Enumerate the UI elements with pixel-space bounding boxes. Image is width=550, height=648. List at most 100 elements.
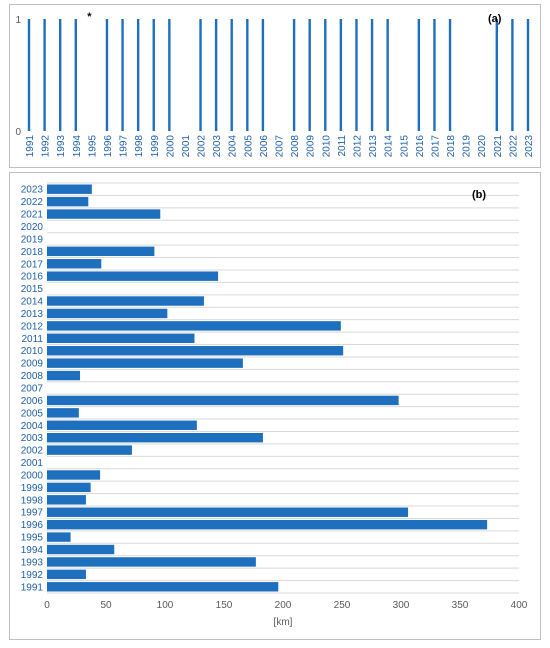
event-bar-2013 xyxy=(370,19,374,131)
y-tick-label: 2007 xyxy=(21,384,44,395)
y-tick-label: 2023 xyxy=(21,185,44,196)
bar-2018 xyxy=(47,246,155,257)
event-bar-1997 xyxy=(121,19,124,131)
bar-2012 xyxy=(47,321,341,331)
bar-2006 xyxy=(47,395,399,406)
bar-2013 xyxy=(47,308,168,319)
y-tick-label: 2016 xyxy=(21,272,44,283)
y-tick-label: 1994 xyxy=(21,545,44,556)
x-tick-label: 2014 xyxy=(384,135,395,158)
x-tick-label: 1996 xyxy=(103,135,114,158)
bar-1998 xyxy=(47,495,86,505)
bar-2003 xyxy=(47,432,263,443)
y-tick-label: 1 xyxy=(15,15,21,26)
y-tick-label: 1991 xyxy=(21,582,44,593)
x-tick-label: 1993 xyxy=(56,135,67,158)
y-tick-label: 1998 xyxy=(21,495,44,506)
x-tick-label: 2002 xyxy=(197,135,208,158)
x-tick-label: 2013 xyxy=(368,135,379,158)
event-bar-2018 xyxy=(448,19,452,131)
bar-2016 xyxy=(47,271,219,281)
x-tick-label: 2004 xyxy=(228,135,239,158)
x-tick-label: 2019 xyxy=(462,135,473,158)
event-bar-2006 xyxy=(261,19,265,131)
bar-2017 xyxy=(47,259,102,269)
y-tick-label: 1997 xyxy=(21,508,44,519)
y-tick-label: 1996 xyxy=(21,520,44,531)
x-tick-label: 2003 xyxy=(212,135,223,158)
x-tick-label: 1994 xyxy=(72,135,83,158)
x-axis-label: [km] xyxy=(274,617,293,628)
x-tick-label: 50 xyxy=(100,600,112,611)
x-tick-label: 150 xyxy=(216,600,233,611)
y-tick-label: 2019 xyxy=(21,234,44,245)
bar-1994 xyxy=(47,544,115,555)
event-bar-1991 xyxy=(27,19,31,131)
event-bar-2003 xyxy=(214,19,218,131)
event-bar-1992 xyxy=(43,19,46,131)
y-tick-label: 2018 xyxy=(21,247,44,258)
x-tick-label: 200 xyxy=(275,600,292,611)
event-bar-2023 xyxy=(526,19,530,131)
x-tick-label: 1999 xyxy=(150,135,161,158)
panel-a: 1 0 1991 1992 1993 1994 1995 1996 1997 1998 1999 20… xyxy=(9,4,541,168)
asterisk-marker: * xyxy=(87,11,92,23)
y-tick-label: 1993 xyxy=(21,557,44,568)
y-tick-label: 2009 xyxy=(21,359,44,370)
x-tick-label: 1998 xyxy=(134,135,145,158)
bar-1992 xyxy=(47,569,86,580)
x-tick-label: 100 xyxy=(157,600,174,611)
bar-1999 xyxy=(47,482,91,493)
bar-2011 xyxy=(47,333,195,344)
event-bar-2022 xyxy=(511,19,514,131)
event-bar-1996 xyxy=(105,19,109,131)
y-tick-label: 1992 xyxy=(21,570,44,581)
bar-2023 xyxy=(47,184,92,194)
y-tick-label: 2021 xyxy=(21,210,44,221)
y-tick-label: 2017 xyxy=(21,259,44,270)
event-bar-2005 xyxy=(246,19,249,131)
x-tick-label: 2000 xyxy=(165,135,176,158)
y-tick-label: 1999 xyxy=(21,483,44,494)
x-tick-label: 2007 xyxy=(275,135,286,158)
bar-2000 xyxy=(47,470,101,480)
y-tick-label: 2014 xyxy=(21,297,44,308)
y-tick-label: 2003 xyxy=(21,433,44,444)
y-tick-label: 2022 xyxy=(21,197,44,208)
event-bar-2017 xyxy=(433,19,436,131)
x-tick-label: 2005 xyxy=(243,135,254,158)
x-tick-label: 300 xyxy=(393,600,410,611)
event-bar-2008 xyxy=(292,19,296,131)
bar-1991 xyxy=(47,582,279,592)
x-tick-label: 1997 xyxy=(119,135,130,158)
y-tick-label: 0 xyxy=(15,127,21,138)
x-tick-label: 2011 xyxy=(337,135,348,157)
y-tick-label: 2011 xyxy=(21,334,43,345)
panel-b-label: (b) xyxy=(472,189,486,201)
x-tick-label: 400 xyxy=(511,600,528,611)
event-bar-2011 xyxy=(339,19,343,131)
event-bar-1993 xyxy=(58,19,62,131)
bar-2004 xyxy=(47,420,197,430)
y-tick-label: 2001 xyxy=(21,458,44,469)
event-bar-2010 xyxy=(324,19,327,131)
y-tick-label: 2006 xyxy=(21,396,44,407)
x-tick-label: 2020 xyxy=(477,135,488,158)
y-tick-label: 2008 xyxy=(21,371,44,382)
event-bar-2012 xyxy=(355,19,358,131)
x-tick-label: 2023 xyxy=(524,135,535,158)
x-tick-label: 2010 xyxy=(321,135,332,158)
y-tick-label: 2013 xyxy=(21,309,44,320)
y-tick-label: 2010 xyxy=(21,346,44,357)
x-tick-label: 2009 xyxy=(306,135,317,158)
bar-2009 xyxy=(47,358,243,368)
y-tick-label: 2002 xyxy=(21,446,44,457)
bar-2008 xyxy=(47,370,81,381)
event-bar-1998 xyxy=(136,19,140,131)
y-tick-label: 2015 xyxy=(21,284,44,295)
event-bar-2021 xyxy=(495,19,499,131)
y-tick-label: 2020 xyxy=(21,222,44,233)
y-tick-label: 2000 xyxy=(21,470,44,481)
bar-1997 xyxy=(47,507,409,517)
x-tick-label: 2008 xyxy=(290,135,301,158)
